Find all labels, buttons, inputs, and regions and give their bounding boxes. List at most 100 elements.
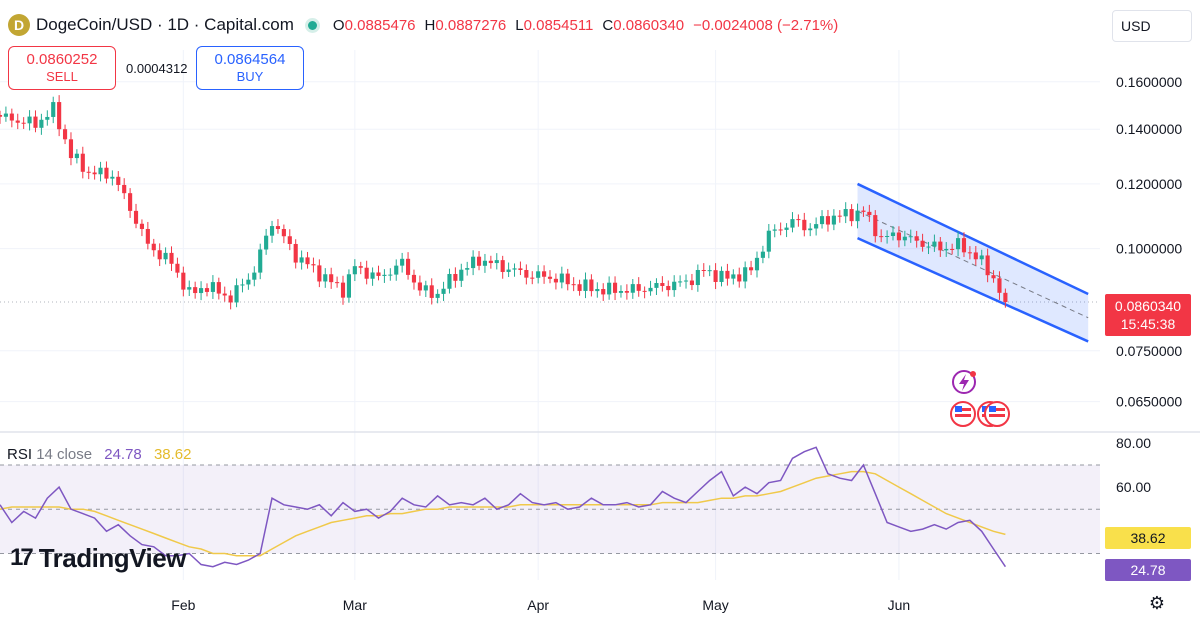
candle (405, 258, 411, 275)
candle (819, 216, 825, 225)
candle (861, 210, 866, 212)
candle (725, 270, 730, 279)
candle (21, 122, 26, 124)
candle (128, 193, 133, 211)
candle (269, 226, 275, 236)
candle (210, 282, 215, 292)
candle (459, 269, 464, 281)
candle (429, 285, 434, 298)
candle (879, 236, 884, 238)
candle (796, 219, 801, 221)
candle (754, 257, 760, 271)
time-tick-label: Apr (527, 597, 549, 613)
candle (287, 236, 292, 244)
candle (595, 289, 600, 292)
candle (973, 252, 978, 260)
candle (778, 229, 783, 231)
candle (565, 273, 570, 285)
candle (329, 274, 334, 283)
candle (45, 116, 50, 120)
candle (790, 219, 795, 228)
candle (683, 280, 689, 282)
candle (648, 287, 653, 292)
candle (961, 238, 967, 253)
candle (896, 232, 901, 241)
candle (624, 291, 629, 293)
candle (607, 282, 612, 295)
candle (246, 279, 251, 285)
candle (311, 264, 316, 266)
candle (601, 289, 606, 295)
last-price: 0.0860340 (1114, 298, 1182, 314)
candle (642, 290, 647, 292)
candle (216, 282, 221, 294)
candle (618, 291, 624, 293)
candle (979, 255, 984, 260)
candle (695, 269, 700, 286)
candle (80, 153, 85, 172)
candle (547, 276, 553, 279)
channel-lower-line (857, 237, 1089, 343)
candle (494, 260, 499, 264)
candle (181, 272, 186, 290)
candle (731, 274, 736, 279)
candle (837, 215, 842, 217)
rsi-legend[interactable]: RSI 14 close 24.78 38.62 (7, 446, 192, 463)
candle (867, 211, 872, 216)
price-tick-label: 0.0750000 (1116, 343, 1182, 359)
candle (364, 267, 369, 279)
candle (435, 293, 440, 298)
candle (719, 270, 724, 282)
candle (482, 260, 488, 266)
rsi-axis-label: 24.78 (1105, 559, 1191, 581)
candle (825, 216, 831, 225)
candle (920, 240, 925, 247)
candle (672, 281, 677, 291)
sell-label: SELL (46, 69, 78, 84)
time-tick-label: Jun (888, 597, 911, 613)
candle (447, 273, 452, 289)
candle (749, 267, 754, 271)
candle (630, 284, 635, 293)
symbol-title[interactable]: DogeCoin/USD · 1D · Capital.com (36, 15, 294, 34)
rsi-line (0, 446, 1007, 568)
candle (802, 219, 807, 231)
price-tick-label: 0.0650000 (1116, 394, 1182, 410)
price-tick-label: 0.1400000 (1116, 121, 1182, 137)
candle (465, 268, 470, 270)
candle (252, 272, 257, 280)
candle (849, 209, 854, 222)
buy-button[interactable]: 0.0864564 BUY (196, 46, 304, 90)
candle (476, 256, 482, 266)
rsi-tick-label: 60.00 (1116, 479, 1151, 495)
currency-selector[interactable]: USD (1112, 10, 1192, 42)
candle (57, 102, 62, 130)
rsi-title: RSI (7, 446, 33, 463)
bar-countdown: 15:45:38 (1120, 316, 1176, 332)
sell-button[interactable]: 0.0860252 SELL (8, 46, 116, 90)
candle (908, 236, 913, 238)
candle (27, 116, 32, 124)
candle (281, 229, 286, 237)
gear-icon[interactable]: ⚙ (1148, 593, 1166, 613)
candle (157, 250, 162, 260)
candle (340, 282, 346, 298)
candle (394, 265, 399, 275)
rsi-tick-label: 80.00 (1116, 435, 1151, 451)
last-price-label: 0.0860340 15:45:38 (1105, 294, 1191, 336)
lightning-bolt-icon (959, 374, 969, 391)
candle (707, 270, 712, 272)
flag-stripe (955, 414, 971, 417)
candle (258, 249, 263, 273)
tradingview-mark-icon: 17 (10, 544, 34, 571)
rsi-params: 14 close (36, 446, 93, 463)
buy-price: 0.0864564 (214, 51, 286, 68)
candle (104, 167, 109, 179)
candle (506, 269, 511, 272)
flag-stripe (955, 408, 971, 411)
candle (39, 119, 44, 128)
sell-price: 0.0860252 (26, 51, 98, 68)
candle (743, 267, 748, 282)
candle (453, 273, 458, 281)
